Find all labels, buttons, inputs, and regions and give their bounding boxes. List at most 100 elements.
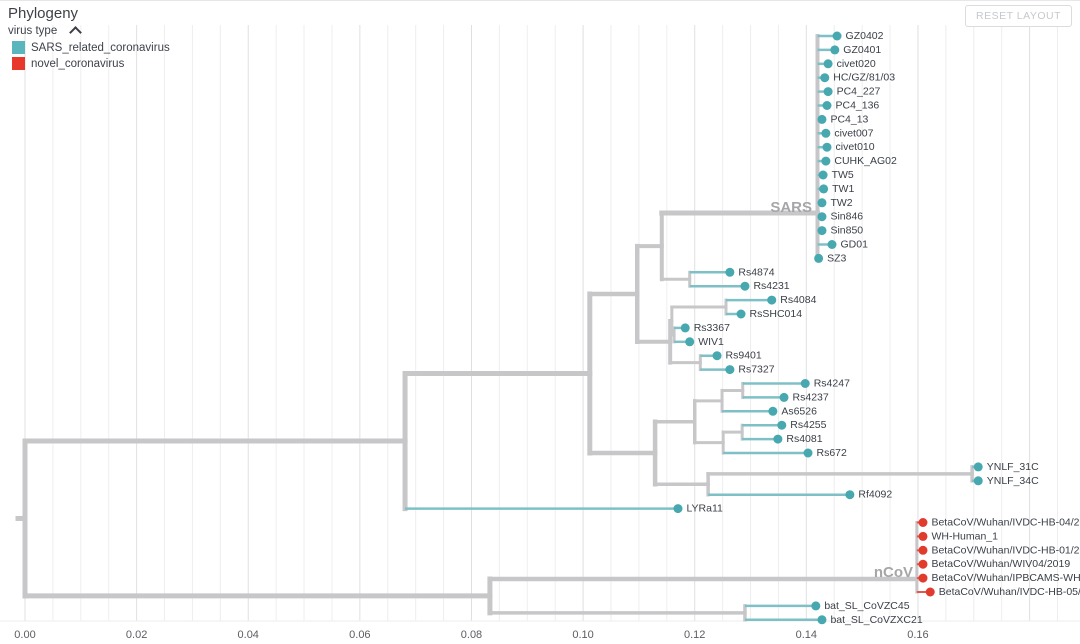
tree-tip-label[interactable]: Rs4237	[793, 391, 829, 403]
legend-swatch-sars-related	[12, 41, 25, 54]
tree-tip-label[interactable]: CUHK_AG02	[834, 155, 897, 167]
tree-tip-node[interactable]	[818, 170, 828, 180]
legend-item-label: SARS_related_coronavirus	[31, 41, 170, 54]
tree-tip-label[interactable]: TW2	[830, 197, 852, 209]
legend-title: virus type	[8, 25, 58, 37]
tree-tip-label[interactable]: civet007	[834, 127, 873, 139]
legend-item-novel[interactable]: novel_coronavirus	[12, 57, 170, 70]
tree-tip-label[interactable]: Rs3367	[694, 322, 730, 334]
tree-tip-node[interactable]	[918, 559, 928, 569]
tree-tip-label[interactable]: PC4_136	[835, 100, 879, 112]
tree-tip-node[interactable]	[673, 504, 683, 514]
tree-tip-node[interactable]	[918, 545, 928, 555]
tree-tip-label[interactable]: Sin846	[830, 211, 863, 223]
reset-layout-button[interactable]: RESET LAYOUT	[965, 5, 1072, 27]
tree-tip-label[interactable]: LYRa11	[686, 503, 723, 515]
tree-tip-label[interactable]: Rs672	[817, 447, 848, 459]
tree-tip-node[interactable]	[817, 615, 827, 625]
tree-tip-node[interactable]	[822, 101, 832, 110]
tree-tip-label[interactable]: SZ3	[827, 252, 846, 264]
axis-tick-label: 0.14	[796, 629, 817, 641]
tree-tip-label[interactable]: BetaCoV/Wuhan/IVDC-HB-04/2020	[931, 517, 1080, 529]
tree-tip-node[interactable]	[725, 267, 735, 277]
tree-tip-node[interactable]	[773, 434, 783, 444]
clade-label: nCoV	[874, 564, 913, 581]
tree-tip-node[interactable]	[817, 114, 827, 124]
tree-tip-label[interactable]: WIV1	[698, 336, 724, 348]
tree-tip-node[interactable]	[777, 420, 787, 430]
tree-tip-label[interactable]: As6526	[781, 405, 817, 417]
tree-tip-node[interactable]	[821, 128, 831, 138]
tree-tip-label[interactable]: Rs9401	[726, 350, 762, 362]
tree-tip-label[interactable]: Rf4092	[858, 489, 892, 501]
tree-tip-node[interactable]	[740, 281, 750, 291]
tree-tip-label[interactable]: Sin850	[830, 225, 863, 237]
tree-tip-node[interactable]	[725, 365, 735, 375]
tree-tip-node[interactable]	[973, 462, 983, 472]
tree-tip-label[interactable]: Rs4081	[786, 433, 822, 445]
tree-tip-node[interactable]	[918, 531, 928, 541]
tree-tip-node[interactable]	[736, 309, 746, 319]
tree-tip-label[interactable]: civet010	[835, 141, 874, 153]
tree-tip-label[interactable]: YNLF_34C	[987, 475, 1039, 487]
tree-tip-label[interactable]: BetaCoV/Wuhan/IPBCAMS-WH-01/2	[931, 572, 1080, 584]
tree-tip-label[interactable]: Rs4247	[814, 378, 850, 390]
tree-tip-node[interactable]	[680, 323, 690, 333]
tree-tip-node[interactable]	[800, 379, 810, 388]
header: Phylogeny RESET LAYOUT	[0, 1, 1080, 27]
tree-tip-node[interactable]	[832, 31, 842, 41]
tree-tip-node[interactable]	[827, 240, 837, 249]
tree-tip-label[interactable]: WH-Human_1	[931, 530, 998, 542]
tree-tip-label[interactable]: civet020	[837, 58, 876, 70]
tree-tip-label[interactable]: BetaCoV/Wuhan/IVDC-HB-05/2019	[939, 586, 1080, 598]
tree-tip-label[interactable]: BetaCoV/Wuhan/WIV04/2019	[931, 558, 1070, 570]
tree-tip-label[interactable]: Rs4874	[738, 266, 774, 278]
tree-tip-node[interactable]	[822, 142, 832, 152]
tree-tip-label[interactable]: GD01	[841, 239, 869, 251]
tree-tip-node[interactable]	[973, 476, 983, 486]
tree-tip-node[interactable]	[811, 601, 821, 611]
tree-tip-label[interactable]: PC4_13	[830, 113, 868, 125]
tree-tip-node[interactable]	[925, 587, 935, 597]
tree-tip-label[interactable]: Rs4231	[753, 280, 789, 292]
collapse-caret-icon[interactable]	[69, 26, 83, 39]
tree-tip-label[interactable]: bat_SL_CoVZC45	[824, 600, 909, 612]
tree-tip-label[interactable]: RsSHC014	[750, 308, 803, 320]
tree-tip-label[interactable]: TW5	[832, 169, 854, 181]
tree-tip-label[interactable]: YNLF_31C	[987, 461, 1039, 473]
tree-tip-label[interactable]: Rs4255	[790, 419, 826, 431]
tree-tip-label[interactable]: PC4_227	[837, 86, 881, 98]
tree-tip-label[interactable]: bat_SL_CoVZXC21	[830, 614, 922, 626]
tree-tip-node[interactable]	[817, 212, 827, 222]
tree-tip-node[interactable]	[685, 337, 695, 347]
tree-tip-node[interactable]	[767, 295, 777, 305]
tree-tip-label[interactable]: GZ0402	[846, 30, 884, 42]
tree-tip-label[interactable]: BetaCoV/Wuhan/IVDC-HB-01/2019	[931, 544, 1080, 556]
tree-tip-label[interactable]: Rs7327	[738, 364, 774, 376]
tree-tip-node[interactable]	[823, 59, 833, 69]
tree-tip-label[interactable]: Rs4084	[780, 294, 816, 306]
tree-tip-node[interactable]	[814, 253, 824, 263]
clade-label: SARS	[770, 199, 812, 216]
tree-tip-label[interactable]: GZ0401	[843, 44, 881, 56]
tree-tip-node[interactable]	[817, 226, 827, 236]
tree-tip-node[interactable]	[823, 87, 833, 97]
tree-tip-label[interactable]: HC/GZ/81/03	[833, 72, 895, 84]
tree-tip-node[interactable]	[918, 518, 928, 527]
tree-tip-node[interactable]	[830, 45, 840, 55]
tree-tip-node[interactable]	[779, 392, 789, 402]
tree-tip-node[interactable]	[817, 198, 827, 208]
tree-tip-node[interactable]	[819, 184, 829, 194]
tree-tip-node[interactable]	[845, 490, 855, 500]
tree-tip-node[interactable]	[918, 573, 928, 583]
tree-tip-node[interactable]	[712, 351, 722, 361]
tree-tip-node[interactable]	[803, 448, 813, 458]
tree-tip-node[interactable]	[768, 406, 778, 416]
legend-item-label: novel_coronavirus	[31, 57, 125, 70]
legend-item-sars-related[interactable]: SARS_related_coronavirus	[12, 41, 170, 54]
tree-tip-label[interactable]: TW1	[832, 183, 854, 195]
tree-tip-node[interactable]	[821, 156, 831, 166]
page-title: Phylogeny	[8, 5, 79, 22]
tree-tip-node[interactable]	[820, 73, 830, 83]
